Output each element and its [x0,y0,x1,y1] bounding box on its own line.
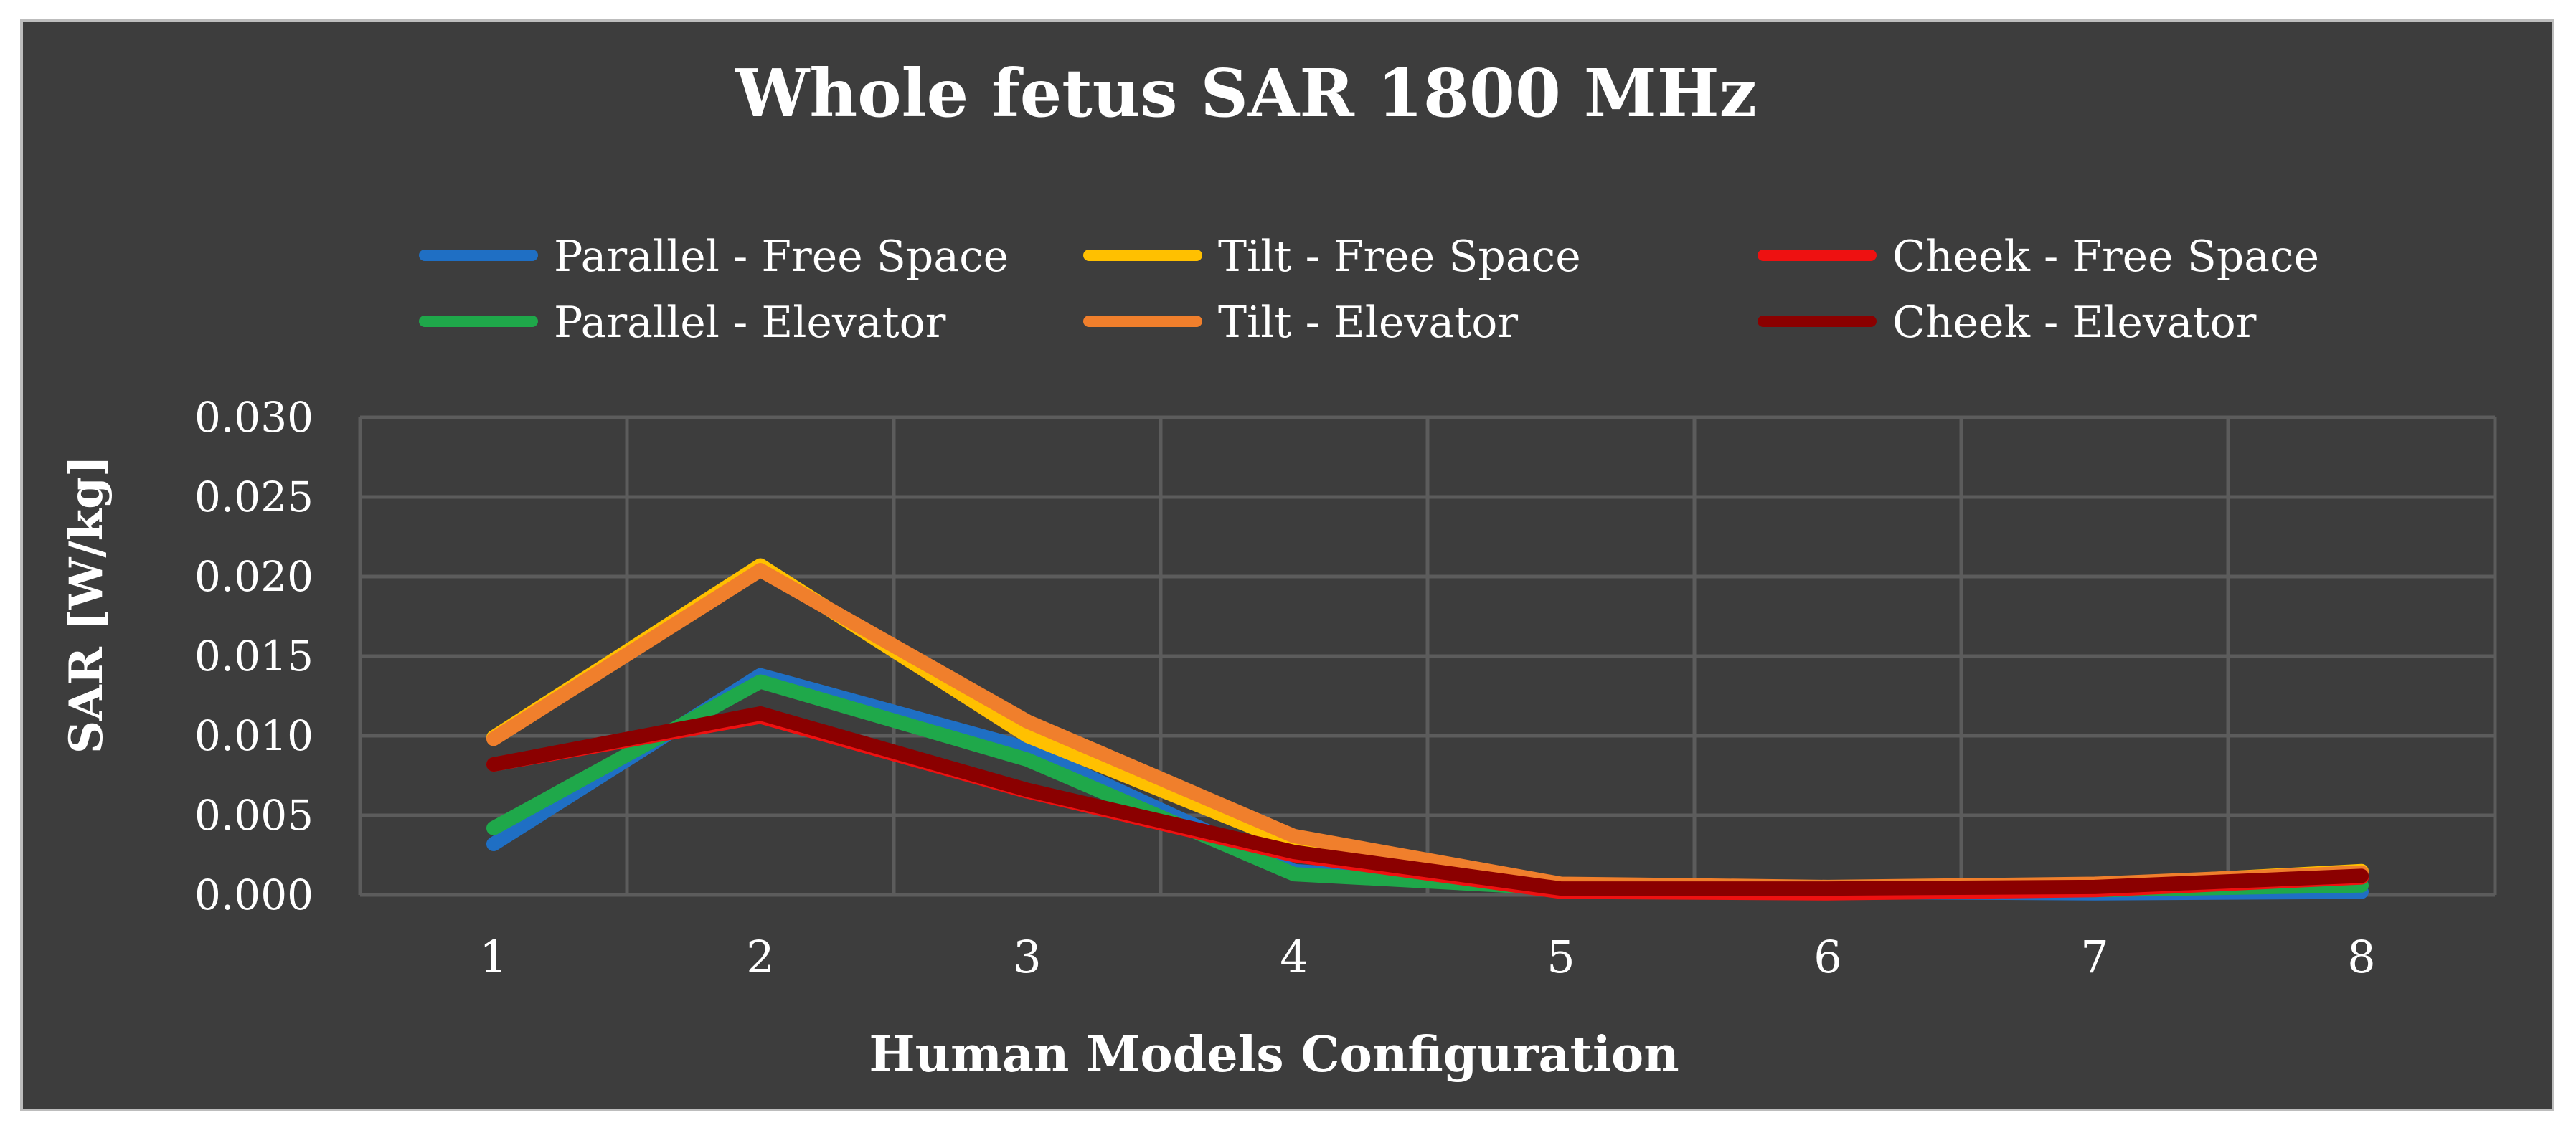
y-tick-label: 0.000 [194,871,313,919]
y-axis-label: SAR [W/kg] [60,455,113,754]
series-lines [486,558,2369,901]
legend-label: Parallel - Elevator [554,298,946,348]
x-axis-ticks: 1 2 3 4 5 6 7 8 [479,931,2375,983]
legend-label: Tilt - Free Space [1218,232,1581,282]
x-tick-label: 1 [479,931,507,983]
chart-frame: Whole fetus SAR 1800 MHz Parallel - Free… [20,19,2554,1111]
grid [358,415,2497,897]
x-tick-label: 3 [1013,931,1041,983]
x-tick-label: 5 [1547,931,1575,983]
legend-item-4: Tilt - Elevator [1083,298,1518,348]
line-chart: Whole fetus SAR 1800 MHz Parallel - Free… [60,54,2497,1084]
y-tick-label: 0.010 [194,711,313,760]
x-tick-label: 7 [2080,931,2108,983]
y-axis-ticks: 0.000 0.005 0.010 0.015 0.020 0.025 0.030 [194,393,313,919]
legend: Parallel - Free Space Parallel - Elevator… [419,232,2319,348]
y-tick-label: 0.030 [194,393,313,442]
chart-title: Whole fetus SAR 1800 MHz [735,54,1757,132]
legend-label: Tilt - Elevator [1218,298,1518,348]
legend-label: Parallel - Free Space [554,232,1009,282]
y-tick-label: 0.020 [194,552,313,601]
y-tick-label: 0.025 [194,473,313,521]
legend-label: Cheek - Free Space [1892,232,2319,282]
y-tick-label: 0.015 [194,632,313,681]
legend-item-6: Cheek - Elevator [1758,298,2257,348]
x-tick-label: 8 [2347,931,2375,983]
x-tick-label: 4 [1280,931,1308,983]
x-axis-label: Human Models Configuration [869,1026,1679,1084]
legend-label: Cheek - Elevator [1892,298,2257,348]
legend-item-5: Cheek - Free Space [1758,232,2319,282]
legend-item-1: Parallel - Free Space [419,232,1009,282]
legend-item-3: Tilt - Free Space [1083,232,1581,282]
series-line-6 [486,706,2369,896]
x-tick-label: 6 [1813,931,1841,983]
x-tick-label: 2 [746,931,774,983]
y-tick-label: 0.005 [194,791,313,840]
legend-item-2: Parallel - Elevator [419,298,946,348]
